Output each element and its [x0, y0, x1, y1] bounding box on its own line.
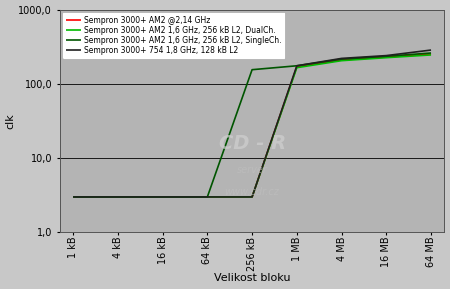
- Sempron 3000+ 754 1,8 GHz, 128 kB L2: [294, 64, 300, 68]
- Sempron 3000+ 754 1,8 GHz, 128 kB L2: [71, 195, 76, 199]
- Line: Sempron 3000+ AM2 1,6 GHz, 256 kB L2, DualCh.: Sempron 3000+ AM2 1,6 GHz, 256 kB L2, Du…: [73, 55, 431, 197]
- Y-axis label: clk: clk: [5, 113, 16, 129]
- Sempron 3000+ AM2 1,6 GHz, 256 kB L2, DualCh.: [339, 59, 344, 62]
- Sempron 3000+ AM2 1,6 GHz, 256 kB L2, SingleCh.: [205, 195, 210, 199]
- Sempron 3000+ AM2 @2,14 GHz: [115, 195, 121, 199]
- Sempron 3000+ AM2 1,6 GHz, 256 kB L2, DualCh.: [428, 53, 434, 57]
- Sempron 3000+ AM2 @2,14 GHz: [339, 58, 344, 62]
- Sempron 3000+ AM2 1,6 GHz, 256 kB L2, DualCh.: [115, 195, 121, 199]
- Sempron 3000+ AM2 1,6 GHz, 256 kB L2, SingleCh.: [115, 195, 121, 199]
- Sempron 3000+ AM2 1,6 GHz, 256 kB L2, DualCh.: [294, 66, 300, 69]
- Sempron 3000+ 754 1,8 GHz, 128 kB L2: [428, 48, 434, 52]
- Sempron 3000+ AM2 @2,14 GHz: [205, 195, 210, 199]
- Text: server: server: [237, 165, 267, 175]
- Sempron 3000+ 754 1,8 GHz, 128 kB L2: [160, 195, 165, 199]
- Sempron 3000+ AM2 1,6 GHz, 256 kB L2, DualCh.: [71, 195, 76, 199]
- Sempron 3000+ AM2 @2,14 GHz: [249, 195, 255, 199]
- Sempron 3000+ AM2 1,6 GHz, 256 kB L2, SingleCh.: [428, 51, 434, 55]
- X-axis label: Velikost bloku: Velikost bloku: [214, 273, 290, 284]
- Sempron 3000+ AM2 1,6 GHz, 256 kB L2, DualCh.: [383, 56, 389, 60]
- Sempron 3000+ AM2 @2,14 GHz: [160, 195, 165, 199]
- Sempron 3000+ AM2 @2,14 GHz: [383, 55, 389, 59]
- Sempron 3000+ AM2 1,6 GHz, 256 kB L2, SingleCh.: [294, 64, 300, 68]
- Sempron 3000+ AM2 @2,14 GHz: [428, 53, 434, 56]
- Sempron 3000+ AM2 @2,14 GHz: [71, 195, 76, 199]
- Sempron 3000+ AM2 1,6 GHz, 256 kB L2, SingleCh.: [71, 195, 76, 199]
- Sempron 3000+ 754 1,8 GHz, 128 kB L2: [205, 195, 210, 199]
- Line: Sempron 3000+ AM2 1,6 GHz, 256 kB L2, SingleCh.: Sempron 3000+ AM2 1,6 GHz, 256 kB L2, Si…: [73, 53, 431, 197]
- Sempron 3000+ 754 1,8 GHz, 128 kB L2: [115, 195, 121, 199]
- Sempron 3000+ AM2 1,6 GHz, 256 kB L2, SingleCh.: [160, 195, 165, 199]
- Sempron 3000+ AM2 1,6 GHz, 256 kB L2, SingleCh.: [249, 68, 255, 71]
- Legend: Sempron 3000+ AM2 @2,14 GHz, Sempron 3000+ AM2 1,6 GHz, 256 kB L2, DualCh., Semp: Sempron 3000+ AM2 @2,14 GHz, Sempron 300…: [62, 12, 285, 59]
- Line: Sempron 3000+ AM2 @2,14 GHz: Sempron 3000+ AM2 @2,14 GHz: [73, 54, 431, 197]
- Sempron 3000+ 754 1,8 GHz, 128 kB L2: [249, 195, 255, 199]
- Text: www.cdr.cz: www.cdr.cz: [225, 187, 279, 197]
- Text: CD - R: CD - R: [219, 134, 286, 153]
- Sempron 3000+ AM2 1,6 GHz, 256 kB L2, SingleCh.: [339, 58, 344, 61]
- Sempron 3000+ 754 1,8 GHz, 128 kB L2: [339, 57, 344, 60]
- Sempron 3000+ AM2 1,6 GHz, 256 kB L2, SingleCh.: [383, 55, 389, 58]
- Sempron 3000+ AM2 @2,14 GHz: [294, 65, 300, 68]
- Sempron 3000+ AM2 1,6 GHz, 256 kB L2, DualCh.: [160, 195, 165, 199]
- Sempron 3000+ AM2 1,6 GHz, 256 kB L2, DualCh.: [205, 195, 210, 199]
- Sempron 3000+ 754 1,8 GHz, 128 kB L2: [383, 54, 389, 57]
- Line: Sempron 3000+ 754 1,8 GHz, 128 kB L2: Sempron 3000+ 754 1,8 GHz, 128 kB L2: [73, 50, 431, 197]
- Sempron 3000+ AM2 1,6 GHz, 256 kB L2, DualCh.: [249, 195, 255, 199]
